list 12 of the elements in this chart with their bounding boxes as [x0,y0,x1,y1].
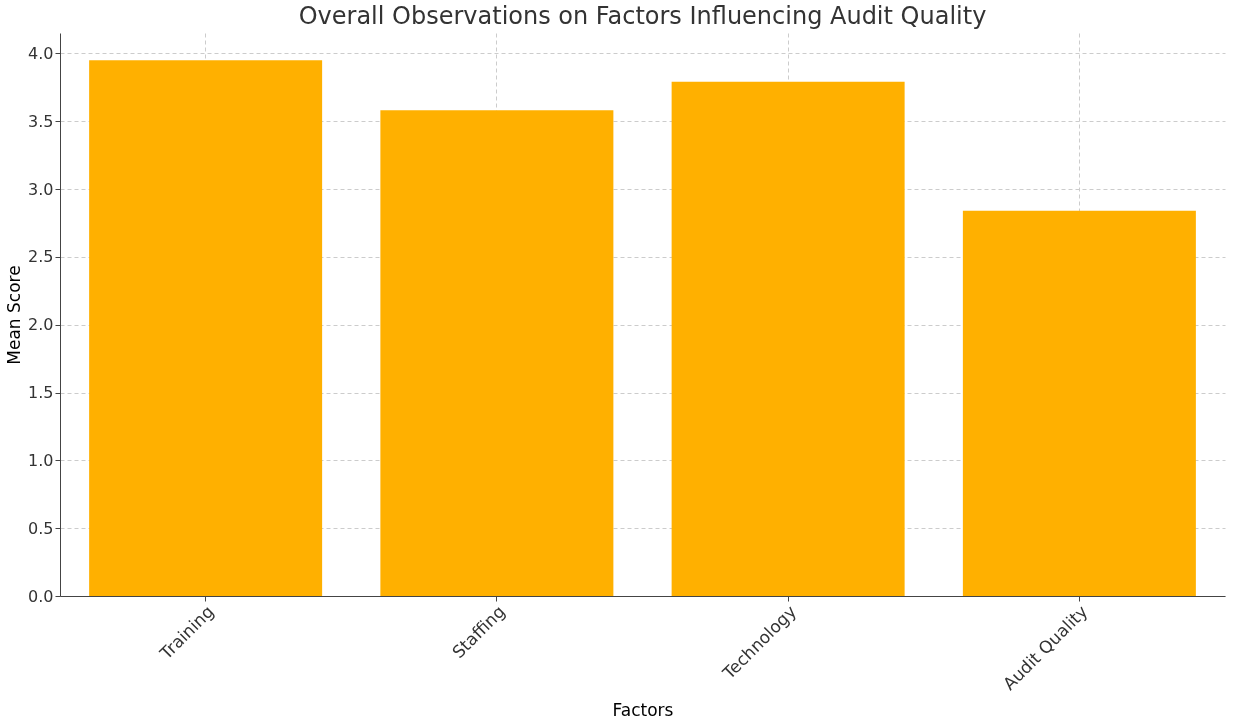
y-tick-label: 2.5 [28,247,54,267]
y-tick-label: 3.0 [28,179,54,199]
chart-title: Overall Observations on Factors Influencing Audit Quality [298,2,987,30]
y-tick-label: 2.0 [28,315,54,335]
y-tick-label: 0.0 [28,586,54,606]
y-axis-title: Mean Score [4,265,25,365]
y-tick-label: 0.5 [28,518,54,538]
y-tick-label: 3.5 [28,111,54,131]
y-tick-label: 4.0 [28,43,54,63]
x-axis-title: Factors [612,700,674,721]
y-tick-label: 1.0 [28,450,54,470]
y-tick-label: 1.5 [28,383,54,403]
